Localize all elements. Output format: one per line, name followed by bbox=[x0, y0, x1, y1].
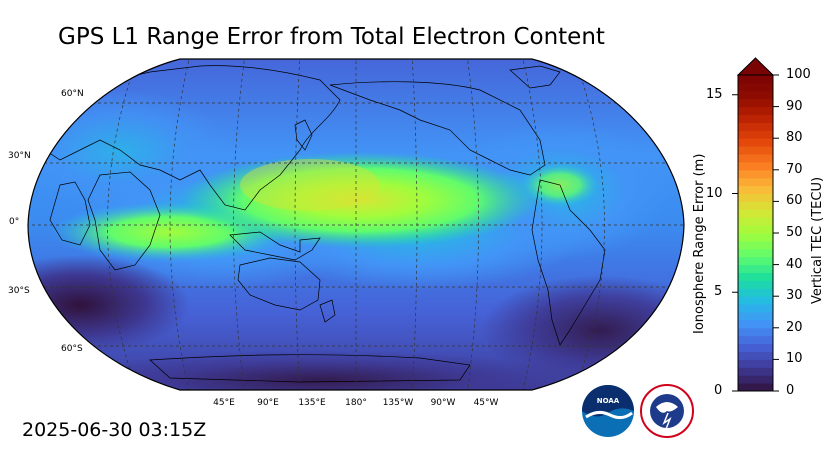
colorbar-band bbox=[738, 304, 773, 313]
right-tick-label: 20 bbox=[786, 320, 803, 335]
colorbar-band bbox=[738, 327, 773, 337]
colorbar-band bbox=[738, 256, 773, 266]
colorbar-band bbox=[738, 335, 773, 345]
left-tick-label: 15 bbox=[706, 87, 723, 102]
colorbar-extend-arrow bbox=[736, 57, 775, 76]
map-title: GPS L1 Range Error from Total Electron C… bbox=[58, 24, 605, 50]
lon-label: 135°E bbox=[298, 398, 326, 408]
colorbar-band bbox=[738, 367, 773, 376]
colorbar-band bbox=[738, 217, 773, 226]
right-tick-label: 90 bbox=[786, 99, 803, 114]
colorbar-band bbox=[738, 169, 773, 179]
colorbar-band bbox=[738, 240, 773, 250]
svg-text:NOAA: NOAA bbox=[597, 397, 620, 405]
colorbar-band bbox=[738, 248, 773, 258]
right-tick-label: 50 bbox=[786, 225, 803, 240]
colorbar-band bbox=[738, 225, 773, 234]
colorbar-band bbox=[738, 90, 773, 100]
colorbar-band bbox=[738, 375, 773, 384]
colorbar-band bbox=[738, 130, 773, 139]
colorbar-band bbox=[738, 185, 773, 194]
left-tick-label: 10 bbox=[706, 186, 723, 201]
colorbar-band bbox=[738, 98, 773, 108]
lat-label: 60°S bbox=[61, 344, 83, 354]
left-tick-label: 0 bbox=[714, 383, 723, 398]
lat-label: 30°N bbox=[8, 151, 31, 161]
colorbar-band bbox=[738, 319, 773, 329]
lon-label: 90°W bbox=[430, 398, 456, 408]
colorbar-band bbox=[738, 193, 773, 202]
lat-label: 30°S bbox=[8, 286, 30, 296]
colorbar-band bbox=[738, 383, 773, 392]
colorbar-band bbox=[738, 122, 773, 131]
lon-label: 45°E bbox=[213, 398, 235, 408]
colorbar-band bbox=[738, 359, 773, 368]
colorbar bbox=[732, 57, 779, 392]
colorbar-band bbox=[738, 264, 773, 273]
right-tick-label: 30 bbox=[786, 288, 803, 303]
colorbar-band bbox=[738, 146, 773, 155]
colorbar-band bbox=[738, 201, 773, 210]
colorbar-band bbox=[738, 82, 773, 92]
colorbar-band bbox=[738, 114, 773, 123]
lon-label: 135°W bbox=[382, 398, 414, 408]
timestamp: 2025-06-30 03:15Z bbox=[22, 419, 207, 441]
lat-label: 60°N bbox=[61, 89, 84, 99]
left-tick-label: 5 bbox=[714, 284, 723, 299]
right-tick-label: 100 bbox=[786, 67, 811, 82]
graticule bbox=[28, 59, 684, 390]
lon-label: 180° bbox=[345, 398, 367, 408]
colorbar-band bbox=[738, 161, 773, 171]
map-border bbox=[27, 58, 685, 391]
colorbar-band bbox=[738, 288, 773, 297]
colorbar-band bbox=[738, 138, 773, 147]
right-tick-label: 60 bbox=[786, 193, 803, 208]
lat-label: 0° bbox=[9, 217, 20, 227]
right-tick-label: 40 bbox=[786, 257, 803, 272]
nws-logo bbox=[640, 384, 694, 438]
colorbar-band bbox=[738, 177, 773, 187]
lon-label: 90°E bbox=[257, 398, 279, 408]
lon-label: 45°W bbox=[473, 398, 499, 408]
colorbar-band bbox=[738, 280, 773, 289]
colorbar-band bbox=[738, 209, 773, 218]
left-axis-label: Ionosphere Range Error (m) bbox=[692, 153, 707, 334]
right-tick-label: 0 bbox=[786, 383, 795, 398]
right-tick-label: 70 bbox=[786, 162, 803, 177]
right-tick-label: 10 bbox=[786, 351, 803, 366]
colorbar-band bbox=[738, 154, 773, 163]
colorbar-band bbox=[738, 233, 773, 242]
colorbar-band bbox=[738, 343, 773, 352]
colorbar-band bbox=[738, 296, 773, 305]
colorbar-band bbox=[738, 106, 773, 115]
right-axis-label: Vertical TEC (TECU) bbox=[810, 176, 825, 304]
colorbar-band bbox=[738, 272, 773, 281]
colorbar-band bbox=[738, 312, 773, 321]
noaa-logo: NOAA bbox=[582, 385, 634, 437]
colorbar-band bbox=[738, 75, 773, 84]
colorbar-band bbox=[738, 351, 773, 360]
right-tick-label: 80 bbox=[786, 130, 803, 145]
